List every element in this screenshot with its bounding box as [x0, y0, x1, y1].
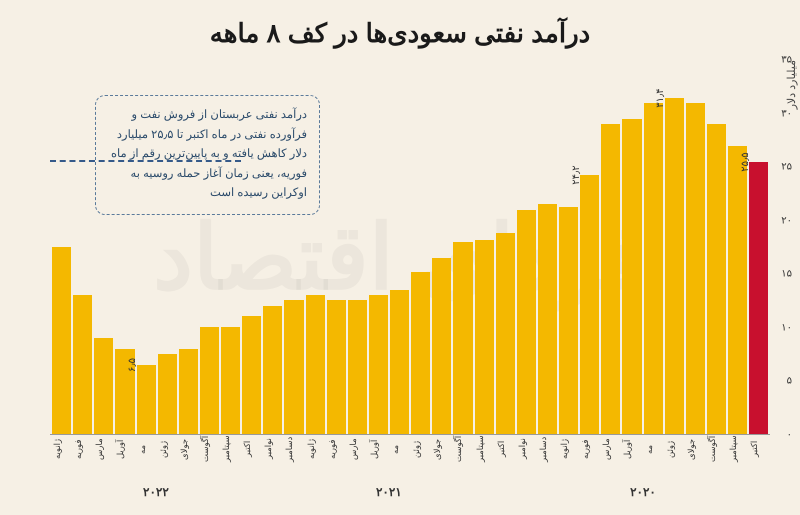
bar — [538, 204, 557, 434]
bar: ۳۱٫۴ — [665, 98, 684, 434]
reference-line — [50, 160, 241, 162]
bar-value-label: ۶٫۵ — [127, 358, 138, 372]
y-tick: ۵ — [787, 376, 792, 387]
x-tick-label: مارس — [94, 435, 113, 465]
y-tick: ۰ — [787, 430, 792, 441]
x-tick-label: دسامبر — [538, 435, 557, 465]
x-tick-label: آگوست — [707, 435, 726, 465]
bar: ۲۵٫۵ — [749, 162, 768, 434]
bar — [559, 207, 578, 434]
y-tick: ۲۵ — [781, 162, 792, 173]
bar — [517, 210, 536, 434]
x-tick-label: آوریل — [622, 435, 641, 465]
bar — [411, 272, 430, 434]
bar — [348, 300, 367, 434]
x-tick-label: دسامبر — [284, 435, 303, 465]
x-tick-label: اکتبر — [496, 435, 515, 465]
x-tick-label: ژانویه — [306, 435, 325, 465]
bar — [496, 233, 515, 434]
callout-text: درآمد نفتی عربستان از فروش نفت و فرآورده… — [111, 109, 307, 199]
bar — [728, 146, 747, 435]
bar — [263, 306, 282, 434]
x-tick-label: ژوئن — [665, 435, 684, 465]
x-tick-label: ژوئن — [411, 435, 430, 465]
bar — [284, 300, 303, 434]
bar — [221, 327, 240, 434]
bar — [158, 354, 177, 434]
x-tick-label: آوریل — [369, 435, 388, 465]
bar-value-label: ۳۱٫۴ — [655, 89, 666, 108]
bar — [179, 349, 198, 434]
x-tick-label: ژوئن — [158, 435, 177, 465]
x-tick-label: آگوست — [200, 435, 219, 465]
x-tick-label: جولای — [179, 435, 198, 465]
bar — [306, 295, 325, 434]
x-tick-label: مه — [137, 435, 156, 465]
bar — [432, 258, 451, 434]
x-tick-label: جولای — [432, 435, 451, 465]
bar: ۶٫۵ — [137, 365, 156, 434]
bar-value-label: ۲۴٫۲ — [571, 166, 582, 185]
x-tick-label: فوریه — [73, 435, 92, 465]
y-tick: ۳۰ — [781, 108, 792, 119]
bar — [601, 124, 620, 434]
x-tick-label: اکتبر — [242, 435, 261, 465]
bar: ۲۴٫۲ — [580, 175, 599, 434]
x-tick-label: سپتامبر — [221, 435, 240, 465]
y-tick: ۳۵ — [781, 55, 792, 66]
annotation-callout: درآمد نفتی عربستان از فروش نفت و فرآورده… — [95, 95, 320, 215]
year-label: ۲۰۲۰ — [630, 485, 656, 499]
bar — [622, 119, 641, 434]
x-tick-label: مه — [390, 435, 409, 465]
x-axis-labels: ژانویهفوریهمارسآوریلمهژوئنجولایآگوستسپتا… — [50, 435, 770, 465]
x-tick-label: آوریل — [115, 435, 134, 465]
year-label: ۲۰۲۲ — [143, 485, 169, 499]
bar — [369, 295, 388, 434]
x-tick-label: مارس — [601, 435, 620, 465]
x-tick-label: ژانویه — [52, 435, 71, 465]
y-tick: ۲۰ — [781, 215, 792, 226]
x-tick-label: اکتبر — [749, 435, 768, 465]
bar — [475, 240, 494, 434]
x-tick-label: مارس — [348, 435, 367, 465]
x-tick-label: فوریه — [327, 435, 346, 465]
bar — [94, 338, 113, 434]
x-tick-label: فوریه — [580, 435, 599, 465]
y-axis-ticks: ۰۵۱۰۱۵۲۰۲۵۳۰۳۵ — [772, 60, 792, 435]
bar — [242, 316, 261, 434]
x-tick-label: آگوست — [453, 435, 472, 465]
year-label: ۲۰۲۱ — [376, 485, 402, 499]
bar — [200, 327, 219, 434]
x-tick-label: ژانویه — [559, 435, 578, 465]
bar — [327, 300, 346, 434]
x-tick-label: مه — [644, 435, 663, 465]
y-tick: ۱۵ — [781, 269, 792, 280]
chart-title: درآمد نفتی سعودی‌ها در کف ۸ ماهه — [0, 0, 800, 49]
x-tick-label: جولای — [686, 435, 705, 465]
bar — [686, 103, 705, 434]
year-labels: ۲۰۲۰ ۲۰۲۱ ۲۰۲۲ — [50, 485, 770, 503]
x-tick-label: سپتامبر — [475, 435, 494, 465]
bar-value-label: ۲۵٫۵ — [740, 152, 751, 171]
bar — [707, 124, 726, 434]
x-tick-label: سپتامبر — [728, 435, 747, 465]
bar — [73, 295, 92, 434]
x-tick-label: نوامبر — [263, 435, 282, 465]
y-tick: ۱۰ — [781, 322, 792, 333]
bar — [390, 290, 409, 434]
bar — [453, 242, 472, 434]
bar — [644, 103, 663, 434]
x-tick-label: نوامبر — [517, 435, 536, 465]
bar — [52, 247, 71, 434]
